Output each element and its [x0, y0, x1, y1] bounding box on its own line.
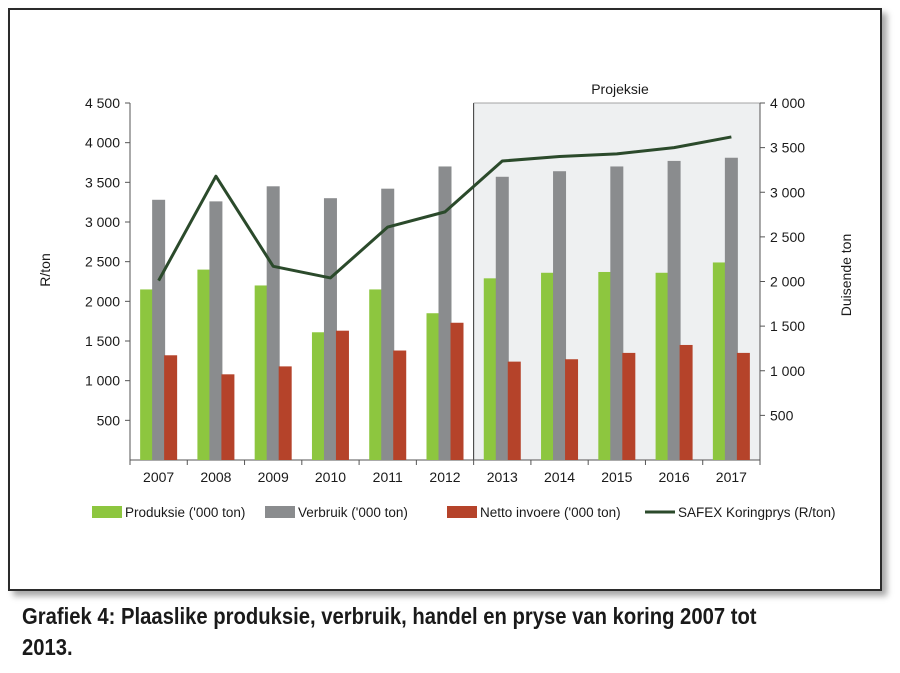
bar-verbruik-2015 [610, 166, 624, 460]
bar-produksie-2011 [369, 289, 383, 460]
left-tick-label: 3 000 [85, 214, 120, 230]
x-tick-label: 2007 [143, 469, 174, 485]
bar-produksie-2008 [197, 269, 211, 460]
left-tick-label: 3 500 [85, 174, 120, 190]
legend-swatch [447, 506, 477, 518]
bar-netto-invoere-2014 [565, 359, 579, 460]
bar-verbruik-2012 [438, 166, 452, 460]
bar-produksie-2012 [426, 313, 440, 460]
right-tick-label: 500 [770, 407, 794, 423]
right-tick-label: 3 500 [770, 140, 805, 156]
right-tick-label: 3 000 [770, 184, 805, 200]
right-tick-label: 4 000 [770, 95, 805, 111]
left-tick-label: 4 000 [85, 135, 120, 151]
bar-netto-invoere-2009 [278, 366, 292, 460]
bar-verbruik-2009 [266, 186, 280, 461]
x-tick-label: 2008 [200, 469, 231, 485]
bar-produksie-2009 [254, 285, 268, 460]
bar-netto-invoere-2017 [736, 352, 750, 460]
x-tick-label: 2013 [487, 469, 518, 485]
bar-verbruik-2010 [323, 198, 337, 460]
bar-verbruik-2014 [553, 171, 567, 460]
left-tick-label: 1 000 [85, 373, 120, 389]
x-tick-label: 2014 [544, 469, 575, 485]
x-tick-label: 2011 [373, 469, 403, 485]
left-tick-label: 1 500 [85, 333, 120, 349]
right-tick-label: 2 000 [770, 274, 805, 290]
bar-produksie-2016 [655, 272, 669, 460]
bar-verbruik-2008 [209, 201, 223, 460]
right-tick-label: 2 500 [770, 229, 805, 245]
left-tick-label: 2 500 [85, 254, 120, 270]
x-tick-label: 2016 [659, 469, 690, 485]
bar-netto-invoere-2007 [164, 355, 178, 460]
bar-produksie-2007 [140, 289, 154, 460]
projection-label: Projeksie [591, 81, 649, 97]
bar-verbruik-2011 [381, 188, 395, 460]
bar-netto-invoere-2010 [335, 330, 349, 460]
bar-produksie-2010 [311, 332, 325, 460]
bar-produksie-2014 [541, 272, 555, 460]
legend-swatch [92, 506, 122, 518]
right-axis-label: Duisende ton [838, 234, 854, 317]
x-tick-label: 2012 [429, 469, 460, 485]
left-tick-label: 500 [97, 412, 121, 428]
bar-netto-invoere-2013 [507, 361, 521, 460]
figure-caption: Grafiek 4: Plaaslike produksie, verbruik… [22, 603, 757, 660]
x-tick-label: 2015 [601, 469, 632, 485]
bar-netto-invoere-2012 [450, 322, 464, 460]
legend-label: SAFEX Koringprys (R/ton) [678, 505, 836, 520]
x-tick-label: 2017 [716, 469, 747, 485]
left-tick-label: 4 500 [85, 95, 120, 111]
bar-netto-invoere-2015 [622, 352, 636, 460]
bar-verbruik-2017 [724, 157, 738, 461]
bar-verbruik-2016 [667, 160, 681, 460]
bar-netto-invoere-2008 [221, 374, 235, 460]
legend-label: Produksie ('000 ton) [125, 505, 245, 520]
bar-verbruik-2007 [152, 199, 166, 460]
safex-price-line [157, 135, 732, 282]
left-tick-label: 2 000 [85, 293, 120, 309]
x-tick-label: 2009 [258, 469, 289, 485]
left-axis-label: R/ton [37, 253, 53, 286]
legend-label: Verbruik ('000 ton) [298, 505, 408, 520]
legend-swatch [265, 506, 295, 518]
bar-netto-invoere-2016 [679, 344, 693, 460]
bar-netto-invoere-2011 [393, 350, 407, 460]
chart: 500 1 000 1 500 2 000 2 500 3 000 3 500 4 000 4 … [37, 81, 854, 520]
bar-produksie-2013 [483, 278, 497, 460]
legend-label: Netto invoere ('000 ton) [480, 505, 621, 520]
right-tick-label: 1 500 [770, 318, 805, 334]
bar-verbruik-2013 [495, 176, 509, 460]
bar-produksie-2017 [712, 262, 726, 460]
right-tick-label: 1 000 [770, 363, 805, 379]
bar-produksie-2015 [598, 271, 612, 460]
x-tick-label: 2010 [315, 469, 346, 485]
